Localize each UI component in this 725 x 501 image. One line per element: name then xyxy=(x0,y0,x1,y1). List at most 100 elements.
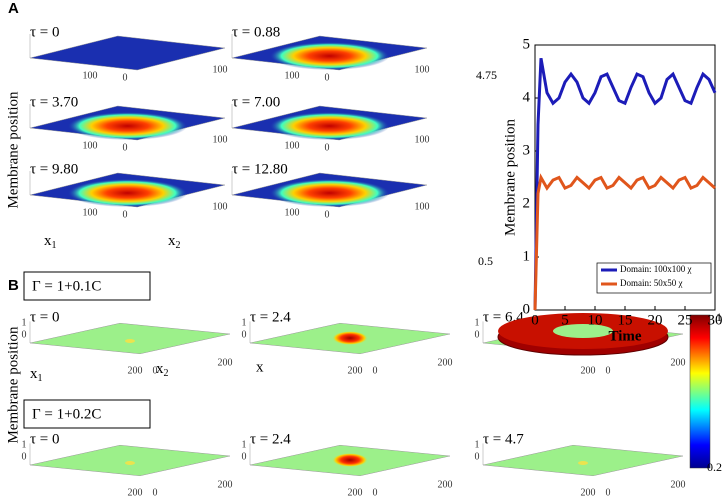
tick-label: 1 xyxy=(242,317,247,328)
tau-label: τ = 2.4 xyxy=(250,431,291,447)
panel-label: B xyxy=(8,277,19,294)
x-tick-label: 15 xyxy=(618,312,633,328)
tick-label: 0 xyxy=(123,72,128,83)
y-tick-label: 4 xyxy=(523,89,531,105)
colorbar-label: 0.2 xyxy=(707,460,722,474)
axis-label: x2 xyxy=(168,233,181,251)
tau-label: τ = 0 xyxy=(30,24,60,40)
tick-label: 200 xyxy=(671,479,686,490)
tick-label: 0 xyxy=(325,142,330,153)
y-tick-label: 0 xyxy=(523,301,531,317)
tick-label: 1 xyxy=(475,317,480,328)
tick-label: 0 xyxy=(475,329,480,340)
tick-label: 1 xyxy=(475,439,480,450)
tick-label: 200 xyxy=(348,365,363,376)
y-label: Membrane position xyxy=(5,91,21,209)
tick-label: 100 xyxy=(83,70,98,81)
y-tick-label: 5 xyxy=(523,36,531,52)
gamma-box xyxy=(23,271,151,301)
tick-label: 200 xyxy=(581,487,596,498)
tick-label: 1 xyxy=(22,317,27,328)
series-line xyxy=(533,173,716,311)
tick-label: 100 xyxy=(213,134,228,145)
plot-floor xyxy=(29,444,231,477)
colorbar-label: 0.5 xyxy=(478,254,493,268)
tick-label: 100 xyxy=(415,64,430,75)
tick-label: 200 xyxy=(438,479,453,490)
tick-label: 100 xyxy=(285,70,300,81)
x-tick-label: 20 xyxy=(648,312,663,328)
x-tick-label: 30 xyxy=(708,312,723,328)
tick-label: 0 xyxy=(325,209,330,220)
gamma-label: Γ = 1+0.2C xyxy=(32,406,101,422)
tick-label: 0 xyxy=(475,451,480,462)
x-tick-label: 25 xyxy=(678,312,693,328)
tau-label: τ = 9.80 xyxy=(30,161,78,177)
tick-label: 200 xyxy=(128,365,143,376)
tick-label: 100 xyxy=(285,207,300,218)
tick-label: 0 xyxy=(606,365,611,376)
tick-label: 200 xyxy=(671,357,686,368)
tau-label: τ = 2.4 xyxy=(250,309,291,325)
surface xyxy=(269,179,390,207)
legend-label: Domain: 100x100 χ xyxy=(620,264,692,274)
colorbar-label: 4.75 xyxy=(476,68,497,82)
tick-label: 0 xyxy=(606,487,611,498)
tick-label: 100 xyxy=(285,140,300,151)
series-line xyxy=(533,57,717,311)
gamma-label: Γ = 1+0.1C xyxy=(32,278,101,294)
tick-label: 0 xyxy=(153,487,158,498)
y-axis-label: Membrane position xyxy=(502,118,518,236)
tick-label: 0 xyxy=(242,329,247,340)
x-tick-label: 10 xyxy=(588,312,603,328)
y-tick-label: 2 xyxy=(523,195,531,211)
tick-label: 0 xyxy=(373,487,378,498)
tick-label: 0 xyxy=(242,451,247,462)
tick-label: 0 xyxy=(123,209,128,220)
surface xyxy=(578,461,588,465)
legend-box xyxy=(596,262,712,294)
y-label: Membrane position xyxy=(5,326,21,444)
tau-label: τ = 12.80 xyxy=(232,161,288,177)
tau-label: τ = 0 xyxy=(30,431,60,447)
tick-label: 200 xyxy=(348,487,363,498)
axis-label: x xyxy=(256,359,264,375)
surface xyxy=(67,179,188,207)
legend-label: Domain: 50x50 χ xyxy=(620,278,683,288)
y-tick-label: 1 xyxy=(523,248,531,264)
tick-label: 1 xyxy=(22,439,27,450)
tick-label: 0 xyxy=(153,365,158,376)
surface xyxy=(125,339,135,343)
tau-label: τ = 7.00 xyxy=(232,94,280,110)
tick-label: 0 xyxy=(22,451,27,462)
tick-label: 0 xyxy=(373,365,378,376)
tick-label: 100 xyxy=(83,207,98,218)
tick-label: 200 xyxy=(218,357,233,368)
tick-label: 100 xyxy=(213,64,228,75)
axis-label: x2 xyxy=(156,361,169,379)
tick-label: 0 xyxy=(123,142,128,153)
x-tick-label: 5 xyxy=(561,312,569,328)
legend: Domain: 100x100 χ Domain: 50x50 χ xyxy=(596,262,712,294)
plot-floor xyxy=(29,322,231,355)
tau-label: τ = 3.70 xyxy=(30,94,78,110)
tau-label: τ = 0 xyxy=(30,309,60,325)
plot-floor xyxy=(482,444,684,477)
panel-label: A xyxy=(8,0,19,17)
tick-label: 100 xyxy=(415,134,430,145)
tick-label: 100 xyxy=(83,140,98,151)
axis-label: x1 xyxy=(30,366,43,384)
x-tick-label: 0 xyxy=(531,312,539,328)
surface xyxy=(125,461,135,465)
tick-label: 0 xyxy=(325,72,330,83)
surface xyxy=(553,324,613,338)
gamma-box xyxy=(23,399,151,429)
x-axis-label: Time xyxy=(608,328,641,344)
surface xyxy=(269,112,390,140)
colorbar-label: 1 xyxy=(716,310,722,324)
tick-label: 200 xyxy=(581,365,596,376)
axis-label: x1 xyxy=(44,233,57,251)
tick-label: 0 xyxy=(22,329,27,340)
tau-label: τ = 4.7 xyxy=(483,431,524,447)
